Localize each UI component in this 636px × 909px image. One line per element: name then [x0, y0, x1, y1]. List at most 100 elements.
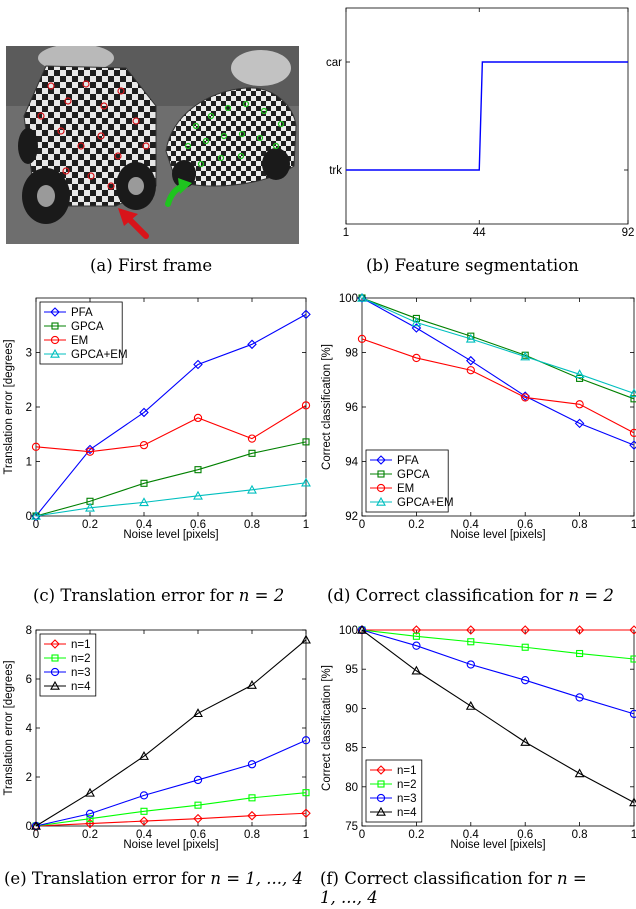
caption-f-math-2: 1, ..., 4: [320, 888, 378, 907]
data-point: [576, 649, 584, 658]
caption-d-math: n = 2: [568, 586, 614, 605]
series-line: [35, 313, 307, 517]
series-line: [35, 482, 307, 517]
legend-marker: [50, 680, 60, 690]
x-tick-label: 44: [473, 227, 486, 239]
data-point: [630, 395, 636, 403]
y-tick-label: 1: [26, 457, 32, 469]
data-point: [139, 791, 149, 800]
series-EM: [31, 401, 311, 456]
caption-e: (e) Translation error for n = 1, ..., 4: [4, 869, 303, 888]
series-n=1: [31, 808, 311, 831]
y-axis-label: Correct classification [%]: [321, 344, 333, 470]
y-tick-label: trk: [329, 165, 342, 177]
legend-marker: [51, 322, 59, 330]
data-point: [85, 502, 95, 512]
legend-marker: [50, 307, 60, 317]
legend: PFA GPCA EM GPCA+EM: [39, 301, 128, 365]
series-GPCA: [358, 294, 636, 403]
legend-label: EM: [71, 335, 88, 347]
data-point: [574, 418, 585, 429]
data-point: [575, 693, 584, 702]
data-point: [411, 625, 422, 635]
data-point: [301, 736, 311, 745]
y-tick-label: 0: [26, 821, 32, 833]
y-tick-label: 2: [26, 402, 32, 414]
y-axis-label: Translation error [degrees]: [3, 339, 15, 474]
x-tick-label: 0.8: [244, 829, 260, 841]
data-point: [466, 366, 475, 375]
x-tick-label: 1: [343, 227, 349, 239]
y-tick-label: 85: [345, 743, 358, 755]
y-tick-label: 92: [345, 511, 358, 523]
legend-marker: [50, 667, 60, 677]
x-tick-label: 0.6: [190, 519, 206, 531]
caption-f-math-1: n =: [556, 869, 587, 888]
data-point: [31, 510, 41, 520]
legend-label: GPCA: [397, 469, 430, 481]
series-n=3: [31, 736, 311, 831]
data-point: [193, 813, 203, 824]
data-point: [629, 709, 636, 719]
caption-f-line2: 1, ..., 4: [320, 888, 378, 907]
data-point: [194, 466, 202, 474]
data-point: [412, 632, 420, 640]
data-point: [247, 760, 257, 769]
data-point: [193, 490, 203, 500]
caption-d: (d) Correct classification for n = 2: [327, 586, 614, 605]
legend-marker: [376, 455, 386, 465]
data-point: [575, 400, 584, 409]
x-tick-label: 0.8: [572, 519, 588, 531]
data-point: [412, 314, 420, 322]
data-point: [301, 401, 311, 410]
data-point: [85, 818, 95, 829]
legend-marker: [376, 765, 386, 775]
x-tick-label: 0.2: [82, 829, 98, 841]
series-line: [361, 629, 635, 660]
legend-label: n=3: [71, 667, 91, 679]
data-point: [629, 440, 636, 450]
first-frame-image: [6, 46, 299, 244]
data-point: [574, 625, 585, 635]
data-point: [301, 477, 311, 487]
data-point: [85, 447, 95, 456]
caption-d-text: (d) Correct classification for: [327, 586, 569, 605]
legend-marker: [50, 348, 60, 358]
data-point: [629, 625, 636, 635]
data-point: [139, 407, 149, 418]
data-point: [520, 736, 531, 746]
x-tick-label: 0: [359, 829, 365, 841]
data-point: [247, 339, 257, 350]
caption-f-text: (f) Correct classification for: [320, 869, 557, 888]
data-point: [85, 787, 95, 797]
data-point: [302, 438, 310, 446]
data-point: [247, 679, 257, 689]
data-point: [629, 797, 636, 807]
legend-label: GPCA: [71, 321, 104, 333]
x-tick-label: 0.6: [190, 829, 206, 841]
series-line: [35, 404, 307, 453]
legend-label: n=1: [71, 639, 91, 651]
data-point: [86, 815, 94, 823]
series-line: [35, 812, 307, 827]
y-axis-label: Translation error [degrees]: [3, 660, 15, 795]
first-frame-photo: [6, 46, 299, 244]
y-tick-label: car: [326, 57, 342, 69]
data-point: [465, 333, 476, 343]
plot-frame: [345, 7, 629, 225]
y-tick-label: 4: [26, 723, 33, 735]
data-point: [466, 625, 476, 635]
series-n=4: [31, 634, 311, 830]
data-point: [574, 768, 585, 778]
axes: 0 0.2 0.4 0.6 0.8 1 0 2 4 6 8 Noise level [pixels] T…: [3, 625, 309, 851]
series-line: [361, 338, 635, 434]
data-point: [520, 625, 530, 635]
data-point: [412, 353, 421, 363]
data-point: [521, 393, 530, 402]
legend-label: GPCA+EM: [71, 349, 128, 361]
series-n=2: [32, 789, 310, 830]
series-n=2: [358, 626, 636, 663]
chart-e: 0 0.2 0.4 0.6 0.8 1 0 2 4 6 8 Noise level [pixels] T…: [3, 625, 311, 851]
legend-marker: [377, 470, 385, 478]
legend-marker: [377, 780, 385, 788]
